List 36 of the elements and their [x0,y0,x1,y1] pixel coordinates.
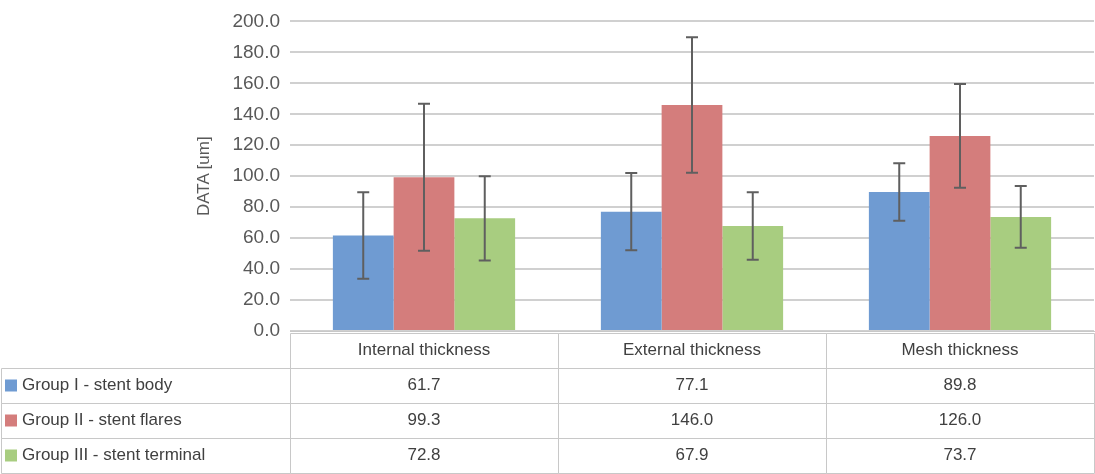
x-tick-label: External thickness [623,340,761,360]
y-tick-label: 140.0 [232,102,280,124]
bar [393,177,455,330]
data-label: 146.0 [670,410,714,430]
legend-label: Group III - stent terminal [22,445,206,465]
data-label: 61.7 [407,375,441,395]
y-tick-label: 20.0 [243,288,280,310]
bar [600,211,662,330]
data-label: 89.8 [943,375,977,395]
data-label: 77.1 [675,375,709,395]
x-tick-label: Mesh thickness [901,340,1019,360]
bar [722,225,784,330]
y-tick-label: 80.0 [243,195,280,217]
y-tick-label: 100.0 [232,164,280,186]
legend-label: Group II - stent flares [22,410,182,430]
data-label: 72.8 [407,445,441,465]
y-tick-label: 200.0 [232,9,280,31]
bar [990,216,1052,330]
bar [661,104,723,330]
bar [332,235,394,330]
y-tick-label: 160.0 [232,71,280,93]
y-tick-label: 0.0 [253,319,280,341]
y-tick-label: 40.0 [243,257,280,279]
y-tick-label: 180.0 [232,40,280,62]
legend-label: Group I - stent body [22,375,173,395]
data-label: 99.3 [407,410,441,430]
bar [929,135,991,330]
y-tick-label: 120.0 [232,133,280,155]
data-label: 73.7 [943,445,977,465]
bar [868,191,930,330]
data-label: 126.0 [938,410,982,430]
y-axis-title: DATA [um] [193,136,213,217]
bar [454,218,516,330]
y-tick-label: 60.0 [243,226,280,248]
data-label: 67.9 [675,445,709,465]
x-tick-label: Internal thickness [357,340,491,360]
